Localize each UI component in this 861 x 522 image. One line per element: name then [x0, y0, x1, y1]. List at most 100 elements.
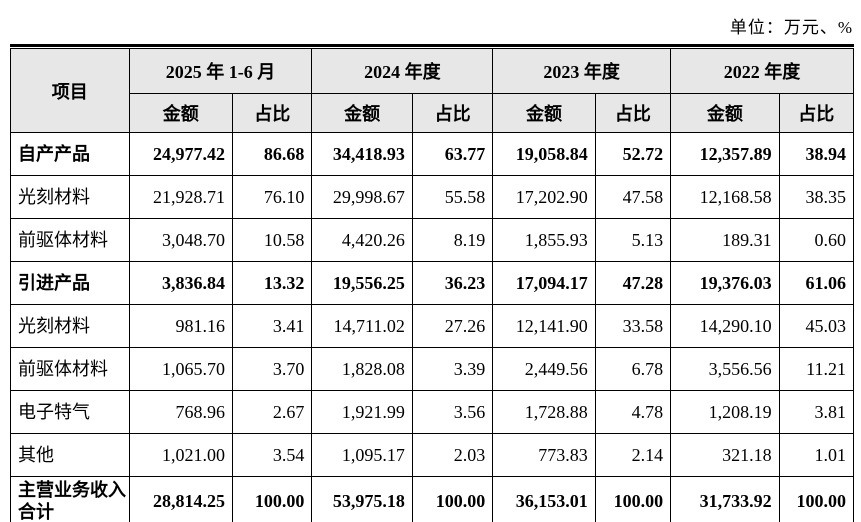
amount-cell: 1,921.99: [311, 390, 413, 434]
amount-cell: 1,828.08: [311, 347, 413, 391]
ratio-cell: 2.14: [594, 433, 672, 477]
ratio-cell: 8.19: [411, 218, 494, 262]
amount-cell: 1,065.70: [128, 347, 234, 391]
ratio-cell: 100.00: [232, 476, 313, 522]
column-group-2025: 2025 年 1-6 月: [128, 48, 313, 94]
table-row: 前驱体材料 1,065.70 3.70 1,828.08 3.39 2,449.56 6.7…: [10, 347, 855, 391]
row-label: 光刻材料: [10, 175, 130, 219]
amount-cell: 14,290.10: [670, 304, 780, 348]
ratio-cell: 86.68: [232, 132, 313, 176]
amount-cell: 34,418.93: [311, 132, 413, 176]
table-row: 引进产品 3,836.84 13.32 19,556.25 36.23 17,094.17…: [10, 261, 855, 305]
amount-cell: 4,420.26: [311, 218, 413, 262]
ratio-cell: 100.00: [594, 476, 672, 522]
ratio-cell: 55.58: [411, 175, 494, 219]
ratio-cell: 3.56: [411, 390, 494, 434]
header-sub-row: 金额 占比 金额 占比 金额 占比 金额 占比: [11, 93, 855, 133]
amount-cell: 981.16: [128, 304, 234, 348]
ratio-cell: 6.78: [594, 347, 672, 391]
amount-cell: 36,153.01: [492, 476, 596, 522]
ratio-cell: 47.28: [594, 261, 672, 305]
ratio-cell: 38.35: [778, 175, 855, 219]
table-row: 光刻材料 981.16 3.41 14,711.02 27.26 12,141.90 33.…: [10, 304, 855, 348]
column-group-2024: 2024 年度: [311, 48, 494, 94]
amount-cell: 14,711.02: [311, 304, 413, 348]
amount-cell: 21,928.71: [128, 175, 234, 219]
row-label: 主营业务收入合计: [10, 476, 130, 522]
amount-cell: 31,733.92: [670, 476, 780, 522]
subheader-amount-2025: 金额: [128, 93, 234, 133]
amount-cell: 773.83: [492, 433, 596, 477]
subheader-ratio-2025: 占比: [232, 93, 313, 133]
ratio-cell: 33.58: [594, 304, 672, 348]
ratio-cell: 0.60: [778, 218, 855, 262]
table-row: 其他 1,021.00 3.54 1,095.17 2.03 773.83 2.14 321.…: [10, 433, 855, 477]
row-label: 前驱体材料: [10, 347, 130, 391]
amount-cell: 3,048.70: [128, 218, 234, 262]
amount-cell: 19,058.84: [492, 132, 596, 176]
amount-cell: 768.96: [128, 390, 234, 434]
ratio-cell: 3.54: [232, 433, 313, 477]
header-group-row: 项目 2025 年 1-6 月 2024 年度 2023 年度 2022 年度: [10, 48, 854, 133]
ratio-cell: 36.23: [411, 261, 494, 305]
ratio-cell: 3.81: [778, 390, 855, 434]
ratio-cell: 10.58: [232, 218, 313, 262]
ratio-cell: 45.03: [778, 304, 855, 348]
ratio-cell: 100.00: [778, 476, 855, 522]
table-row: 前驱体材料 3,048.70 10.58 4,420.26 8.19 1,855.93 5.…: [10, 218, 855, 262]
amount-cell: 12,357.89: [670, 132, 780, 176]
amount-cell: 19,376.03: [670, 261, 780, 305]
column-group-2022: 2022 年度: [670, 48, 854, 94]
row-label: 其他: [10, 433, 130, 477]
amount-cell: 24,977.42: [128, 132, 234, 176]
amount-cell: 3,836.84: [128, 261, 234, 305]
ratio-cell: 13.32: [232, 261, 313, 305]
amount-cell: 1,021.00: [128, 433, 234, 477]
amount-cell: 1,095.17: [311, 433, 413, 477]
column-header-item: 项目: [10, 48, 130, 133]
ratio-cell: 4.78: [594, 390, 672, 434]
amount-cell: 1,208.19: [670, 390, 780, 434]
table-row: 自产产品 24,977.42 86.68 34,418.93 63.77 19,058.8…: [10, 132, 855, 176]
row-label: 电子特气: [10, 390, 130, 434]
subheader-amount-2024: 金额: [311, 93, 413, 133]
ratio-cell: 5.13: [594, 218, 672, 262]
amount-cell: 2,449.56: [492, 347, 596, 391]
amount-cell: 12,168.58: [670, 175, 780, 219]
table-header: 项目 2025 年 1-6 月 2024 年度 2023 年度 2022 年度 …: [10, 48, 855, 133]
revenue-table-wrap: 项目 2025 年 1-6 月 2024 年度 2023 年度 2022 年度 …: [10, 44, 855, 522]
ratio-cell: 11.21: [778, 347, 855, 391]
ratio-cell: 3.41: [232, 304, 313, 348]
subheader-amount-2023: 金额: [492, 93, 596, 133]
top-thick-rule: [10, 44, 854, 47]
ratio-cell: 3.70: [232, 347, 313, 391]
ratio-cell: 3.39: [411, 347, 494, 391]
ratio-cell: 27.26: [411, 304, 494, 348]
amount-cell: 17,202.90: [492, 175, 596, 219]
ratio-cell: 61.06: [778, 261, 855, 305]
amount-cell: 12,141.90: [492, 304, 596, 348]
row-label: 前驱体材料: [10, 218, 130, 262]
ratio-cell: 1.01: [778, 433, 855, 477]
subheader-ratio-2023: 占比: [594, 93, 672, 133]
table-row: 光刻材料 21,928.71 76.10 29,998.67 55.58 17,202.9…: [10, 175, 855, 219]
column-group-2023: 2023 年度: [492, 48, 672, 94]
ratio-cell: 52.72: [594, 132, 672, 176]
amount-cell: 1,728.88: [492, 390, 596, 434]
amount-cell: 53,975.18: [311, 476, 413, 522]
amount-cell: 321.18: [670, 433, 780, 477]
table-row: 电子特气 768.96 2.67 1,921.99 3.56 1,728.88 4.78 1,…: [10, 390, 855, 434]
row-label: 光刻材料: [10, 304, 130, 348]
ratio-cell: 63.77: [411, 132, 494, 176]
row-label: 自产产品: [10, 132, 130, 176]
ratio-cell: 2.03: [411, 433, 494, 477]
amount-cell: 17,094.17: [492, 261, 596, 305]
amount-cell: 29,998.67: [311, 175, 413, 219]
amount-cell: 3,556.56: [670, 347, 780, 391]
amount-cell: 28,814.25: [128, 476, 234, 522]
subheader-ratio-2022: 占比: [778, 93, 855, 133]
subheader-ratio-2024: 占比: [411, 93, 494, 133]
unit-label: 单位：万元、%: [729, 18, 853, 37]
row-label: 引进产品: [10, 261, 130, 305]
